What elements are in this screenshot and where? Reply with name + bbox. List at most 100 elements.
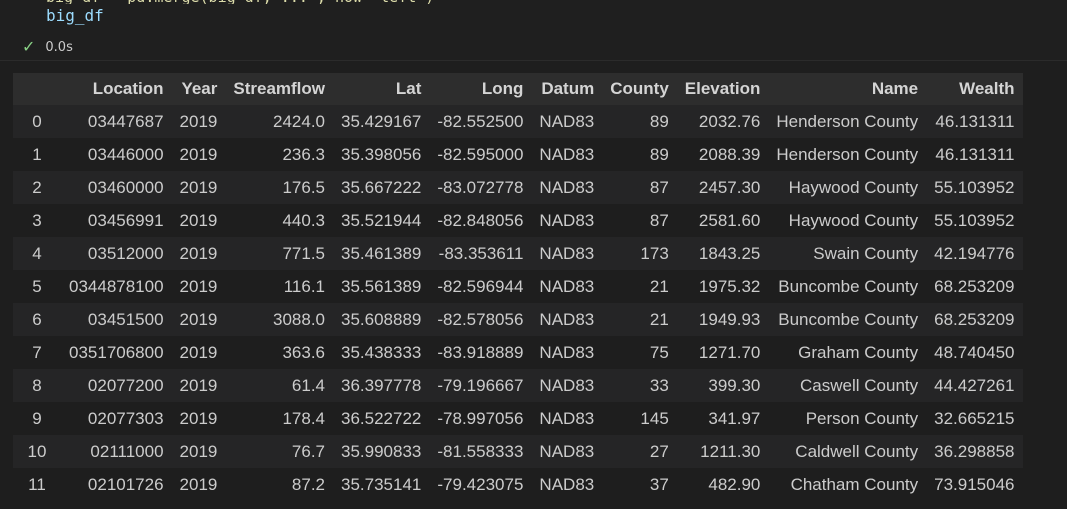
column-header-index xyxy=(13,73,61,105)
table-row: 3 03456991 2019 440.3 35.521944 -82.848056 NAD… xyxy=(13,204,1023,237)
column-header-county: County xyxy=(602,73,677,105)
table-cell: 178.4 xyxy=(225,402,334,435)
table-cell: -79.423075 xyxy=(429,468,532,501)
table-cell: NAD83 xyxy=(531,171,603,204)
table-cell: 145 xyxy=(602,402,677,435)
table-row: 11 02101726 2019 87.2 35.735141 -79.423075 NAD… xyxy=(13,468,1023,501)
table-cell: 73.915046 xyxy=(926,468,1023,501)
cell-output: Location Year Streamflow Lat Long Datum … xyxy=(0,61,1067,509)
execution-status: ✓ 0.0s xyxy=(22,37,73,57)
partial-code-line: big_df = pd.merge(big_df, ... , how='lef… xyxy=(46,0,726,4)
code-line: big_df xyxy=(46,6,104,25)
execution-time: 0.0s xyxy=(45,39,73,55)
table-cell: Caswell County xyxy=(768,369,927,402)
table-cell: 0344878100 xyxy=(61,270,172,303)
table-cell: 32.665215 xyxy=(926,402,1023,435)
table-row: 5 0344878100 2019 116.1 35.561389 -82.596944 N… xyxy=(13,270,1023,303)
table-cell: 89 xyxy=(602,105,677,138)
table-cell: 46.131311 xyxy=(926,105,1023,138)
table-cell: 1975.32 xyxy=(676,270,769,303)
table-row: 8 02077200 2019 61.4 36.397778 -79.196667 NAD8… xyxy=(13,369,1023,402)
table-cell: 48.740450 xyxy=(926,336,1023,369)
table-cell: -82.552500 xyxy=(429,105,532,138)
column-header-year: Year xyxy=(171,73,226,105)
table-cell: 55.103952 xyxy=(926,171,1023,204)
table-cell: 87 xyxy=(602,204,677,237)
table-cell: NAD83 xyxy=(531,138,603,171)
row-index-cell: 11 xyxy=(13,468,61,501)
table-cell: 482.90 xyxy=(676,468,769,501)
table-cell: -82.596944 xyxy=(429,270,532,303)
check-icon: ✓ xyxy=(22,37,36,56)
table-cell: 399.30 xyxy=(676,369,769,402)
table-cell: 35.438333 xyxy=(333,336,430,369)
table-cell: 116.1 xyxy=(225,270,334,303)
table-cell: 173 xyxy=(602,237,677,270)
table-cell: -83.353611 xyxy=(429,237,532,270)
table-cell: -81.558333 xyxy=(429,435,532,468)
table-cell: 35.398056 xyxy=(333,138,430,171)
table-cell: 35.429167 xyxy=(333,105,430,138)
table-cell: 03447687 xyxy=(61,105,172,138)
table-cell: 35.735141 xyxy=(333,468,430,501)
table-cell: NAD83 xyxy=(531,468,603,501)
table-cell: 2088.39 xyxy=(676,138,769,171)
table-cell: 1271.70 xyxy=(676,336,769,369)
table-cell: 2019 xyxy=(171,204,226,237)
table-cell: 35.521944 xyxy=(333,204,430,237)
row-index-cell: 9 xyxy=(13,402,61,435)
row-index-cell: 10 xyxy=(13,435,61,468)
table-cell: NAD83 xyxy=(531,204,603,237)
column-header-name: Name xyxy=(768,73,927,105)
table-cell: 2019 xyxy=(171,435,226,468)
table-cell: -79.196667 xyxy=(429,369,532,402)
row-index-cell: 1 xyxy=(13,138,61,171)
table-cell: 37 xyxy=(602,468,677,501)
table-cell: Person County xyxy=(768,402,927,435)
column-header-wealth: Wealth xyxy=(926,73,1023,105)
table-cell: Chatham County xyxy=(768,468,927,501)
table-cell: 2019 xyxy=(171,402,226,435)
row-index-cell: 8 xyxy=(13,369,61,402)
code-cell-editor[interactable]: big_df = pd.merge(big_df, ... , how='lef… xyxy=(0,0,1067,61)
table-cell: 2019 xyxy=(171,237,226,270)
table-cell: 771.5 xyxy=(225,237,334,270)
table-cell: 03446000 xyxy=(61,138,172,171)
table-cell: 35.667222 xyxy=(333,171,430,204)
table-cell: 21 xyxy=(602,303,677,336)
table-cell: 2019 xyxy=(171,369,226,402)
table-cell: 35.561389 xyxy=(333,270,430,303)
column-header-datum: Datum xyxy=(531,73,603,105)
table-cell: 03460000 xyxy=(61,171,172,204)
table-cell: 21 xyxy=(602,270,677,303)
table-cell: 27 xyxy=(602,435,677,468)
table-cell: 2019 xyxy=(171,270,226,303)
table-cell: 2019 xyxy=(171,468,226,501)
table-cell: 89 xyxy=(602,138,677,171)
column-header-long: Long xyxy=(429,73,532,105)
table-cell: Henderson County xyxy=(768,138,927,171)
table-cell: NAD83 xyxy=(531,237,603,270)
table-row: 0 03447687 2019 2424.0 35.429167 -82.552500 NA… xyxy=(13,105,1023,138)
table-cell: 35.461389 xyxy=(333,237,430,270)
table-cell: Buncombe County xyxy=(768,270,927,303)
table-cell: 03451500 xyxy=(61,303,172,336)
table-cell: 46.131311 xyxy=(926,138,1023,171)
table-cell: 2019 xyxy=(171,336,226,369)
table-cell: -78.997056 xyxy=(429,402,532,435)
column-header-elevation: Elevation xyxy=(676,73,769,105)
table-cell: NAD83 xyxy=(531,105,603,138)
table-cell: 36.522722 xyxy=(333,402,430,435)
row-index-cell: 4 xyxy=(13,237,61,270)
row-index-cell: 2 xyxy=(13,171,61,204)
table-cell: NAD83 xyxy=(531,270,603,303)
table-row: 7 0351706800 2019 363.6 35.438333 -83.918889 N… xyxy=(13,336,1023,369)
table-cell: NAD83 xyxy=(531,402,603,435)
column-header-streamflow: Streamflow xyxy=(225,73,334,105)
row-index-cell: 5 xyxy=(13,270,61,303)
table-cell: 236.3 xyxy=(225,138,334,171)
table-cell: 03456991 xyxy=(61,204,172,237)
table-cell: 02077200 xyxy=(61,369,172,402)
table-cell: 44.427261 xyxy=(926,369,1023,402)
table-row: 4 03512000 2019 771.5 35.461389 -83.353611 NAD… xyxy=(13,237,1023,270)
